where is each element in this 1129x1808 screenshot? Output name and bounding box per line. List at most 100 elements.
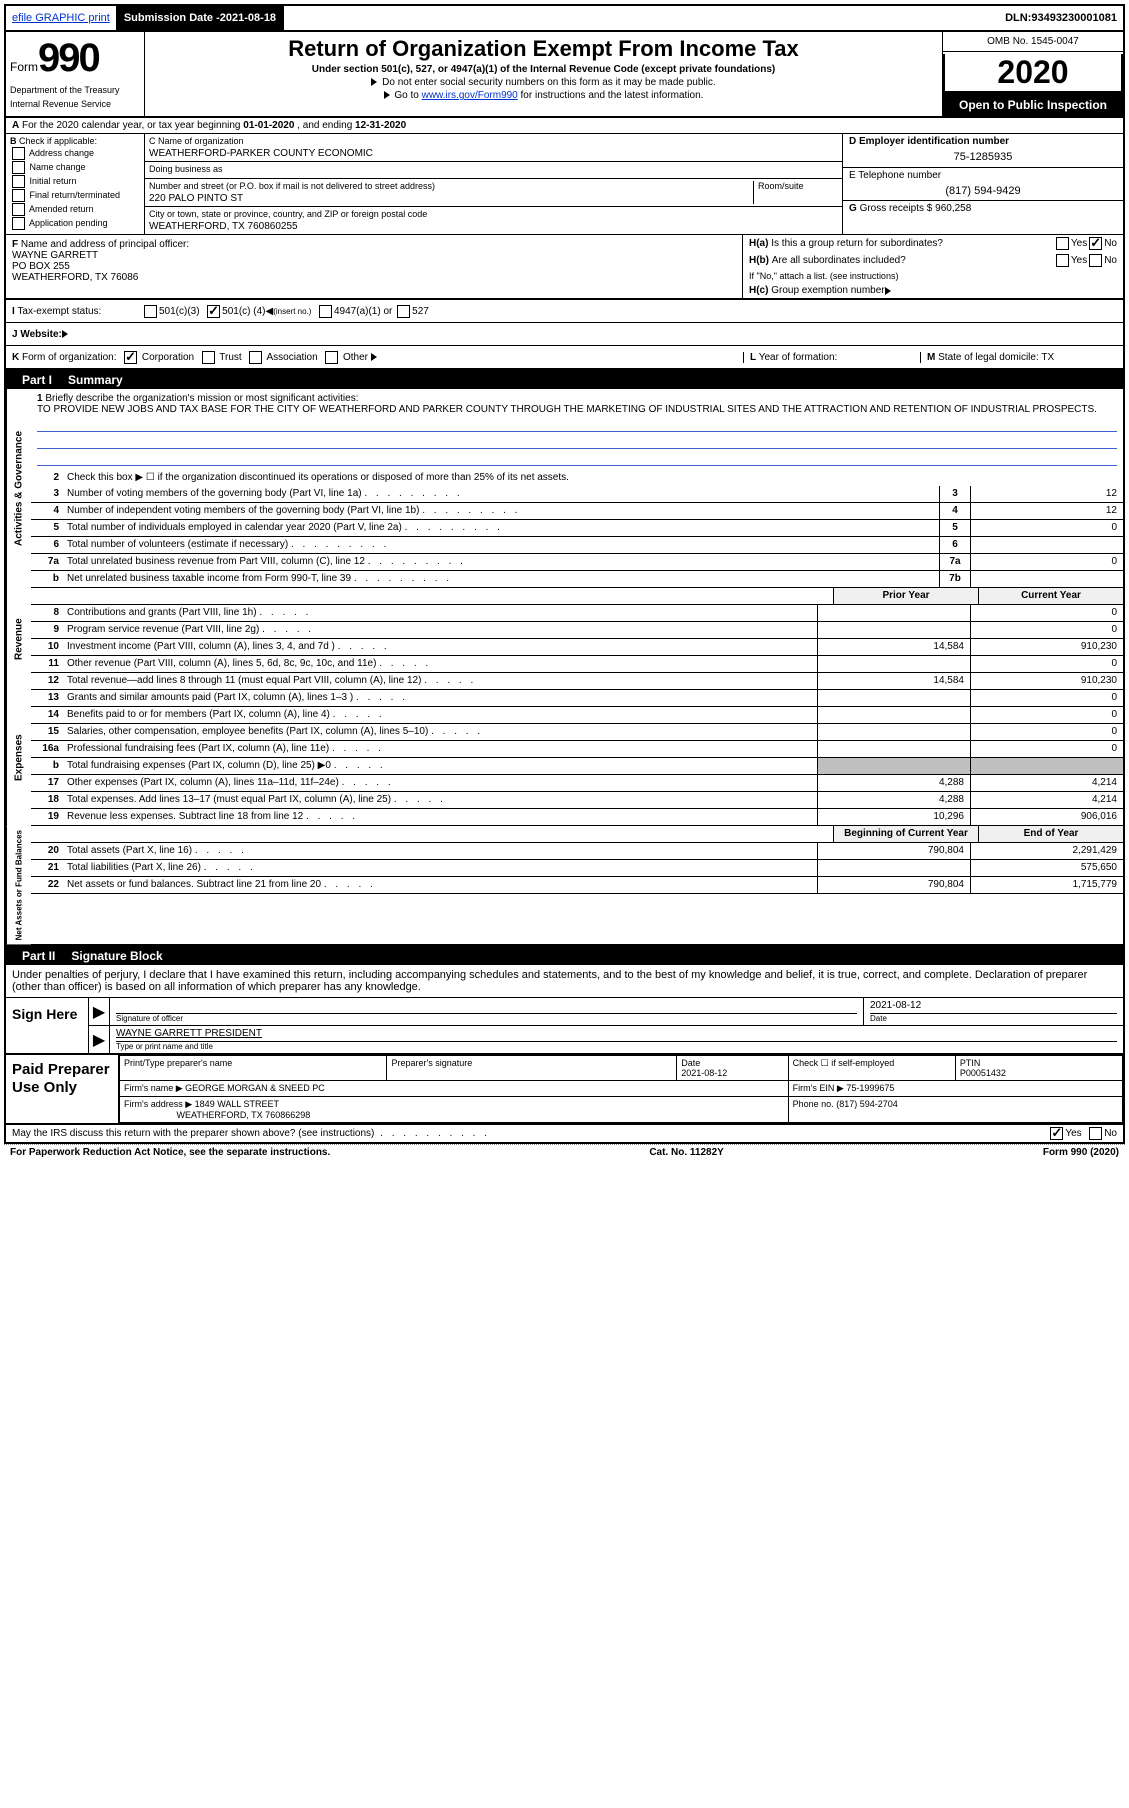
efile-link[interactable]: efile GRAPHIC print (6, 6, 118, 30)
hb-no[interactable] (1089, 254, 1102, 267)
arrow-icon (371, 78, 377, 86)
check-application-pending[interactable]: Application pending (10, 217, 140, 230)
firm-addr1: 1849 WALL STREET (195, 1099, 279, 1109)
prior-year-header: Prior Year (833, 588, 978, 604)
sign-here-section: Sign Here ▶ Signature of officer 2021-08… (6, 998, 1123, 1055)
check-final-return[interactable]: Final return/terminated (10, 189, 140, 202)
check-address-change[interactable]: Address change (10, 147, 140, 160)
sign-here-label: Sign Here (6, 998, 88, 1053)
h-a-row: H(a) Is this a group return for subordin… (743, 235, 1123, 252)
summary-line-6: 6Total number of volunteers (estimate if… (31, 537, 1123, 554)
year-header-row: Prior Year Current Year (31, 588, 1123, 605)
box-g: G Gross receipts $ 960,258 (843, 201, 1123, 234)
summary-line-5: 5Total number of individuals employed in… (31, 520, 1123, 537)
vert-activities: Activities & Governance (6, 389, 31, 588)
check-amended-return[interactable]: Amended return (10, 203, 140, 216)
row-klm: K Form of organization: Corporation Trus… (6, 346, 1123, 371)
arrow-icon (62, 330, 68, 338)
omb-number: OMB No. 1545-0047 (943, 32, 1123, 52)
part-2-header: Part II Signature Block (6, 947, 1123, 965)
arrow-icon (371, 353, 377, 361)
summary-line-11: 11Other revenue (Part VIII, column (A), … (31, 656, 1123, 673)
section-fh: F Name and address of principal officer:… (6, 235, 1123, 299)
year-end: 12-31-2020 (355, 120, 406, 131)
summary-line-10: 10Investment income (Part VIII, column (… (31, 639, 1123, 656)
firm-addr2: WEATHERFORD, TX 760866298 (177, 1110, 311, 1120)
form-center: Return of Organization Exempt From Incom… (145, 32, 942, 116)
check-corporation[interactable] (124, 351, 137, 364)
check-527[interactable] (397, 305, 410, 318)
summary-line-7a: 7aTotal unrelated business revenue from … (31, 554, 1123, 571)
telephone: (817) 594-9429 (849, 185, 1117, 197)
line-2: 2 Check this box ▶ ☐ if the organization… (31, 470, 1123, 486)
discuss-no[interactable] (1089, 1127, 1102, 1140)
box-f: F Name and address of principal officer:… (6, 235, 742, 298)
summary-line-21: 21Total liabilities (Part X, line 26) . … (31, 860, 1123, 877)
dln-label: DLN: (1005, 12, 1031, 24)
row-j: J Website: (6, 323, 1123, 346)
goto-line: Go to www.irs.gov/Form990 for instructio… (149, 90, 938, 101)
preparer-date: 2021-08-12 (681, 1068, 727, 1078)
box-d: D Employer identification number 75-1285… (843, 134, 1123, 168)
summary-line-17: 17Other expenses (Part IX, column (A), l… (31, 775, 1123, 792)
dln-value: 93493230001081 (1031, 12, 1117, 24)
check-trust[interactable] (202, 351, 215, 364)
irs-link[interactable]: www.irs.gov/Form990 (422, 90, 518, 101)
check-initial-return[interactable]: Initial return (10, 175, 140, 188)
h-b-row: H(b) Are all subordinates included? Yes … (743, 252, 1123, 269)
check-other[interactable] (325, 351, 338, 364)
part-1-title: Summary (68, 373, 123, 387)
dept-irs: Internal Revenue Service (10, 99, 140, 109)
summary-line-3: 3Number of voting members of the governi… (31, 486, 1123, 503)
efile-text[interactable]: efile GRAPHIC print (12, 12, 110, 24)
summary-line-12: 12Total revenue—add lines 8 through 11 (… (31, 673, 1123, 690)
summary-line-20: 20Total assets (Part X, line 16) . . . .… (31, 843, 1123, 860)
paid-preparer-table: Print/Type preparer's name Preparer's si… (119, 1055, 1123, 1123)
summary-line-15: 15Salaries, other compensation, employee… (31, 724, 1123, 741)
street-address: 220 PALO PINTO ST (149, 193, 749, 204)
summary-line-b: bTotal fundraising expenses (Part IX, co… (31, 758, 1123, 775)
mission-text: TO PROVIDE NEW JOBS AND TAX BASE FOR THE… (37, 404, 1097, 415)
current-year-header: Current Year (978, 588, 1123, 604)
form-header: Form 990 Department of the Treasury Inte… (6, 32, 1123, 118)
arrow-icon (384, 91, 390, 99)
form-ref: Form 990 (2020) (1043, 1147, 1119, 1158)
penalty-text: Under penalties of perjury, I declare th… (6, 965, 1123, 998)
row-a: A For the 2020 calendar year, or tax yea… (6, 118, 1123, 134)
check-501c[interactable] (207, 305, 220, 318)
check-501c3[interactable] (144, 305, 157, 318)
row-a-label: A (12, 120, 19, 131)
form-title: Return of Organization Exempt From Incom… (149, 36, 938, 62)
summary-line-18: 18Total expenses. Add lines 13–17 (must … (31, 792, 1123, 809)
summary-line-4: 4Number of independent voting members of… (31, 503, 1123, 520)
expenses-section: Expenses 13Grants and similar amounts pa… (6, 690, 1123, 826)
net-header-row: Beginning of Current Year End of Year (31, 826, 1123, 843)
hb-yes[interactable] (1056, 254, 1069, 267)
year-begin: 01-01-2020 (243, 120, 294, 131)
check-association[interactable] (249, 351, 262, 364)
submission-date: 2021-08-18 (220, 12, 276, 24)
summary-line-8: 8Contributions and grants (Part VIII, li… (31, 605, 1123, 622)
paid-preparer-section: Paid Preparer Use Only Print/Type prepar… (6, 1055, 1123, 1125)
box-h: H(a) Is this a group return for subordin… (742, 235, 1123, 298)
ha-no[interactable] (1089, 237, 1102, 250)
footer-row: For Paperwork Reduction Act Notice, see … (4, 1144, 1125, 1160)
vert-revenue: Revenue (6, 588, 31, 690)
check-4947[interactable] (319, 305, 332, 318)
self-employed-check[interactable]: Check ☐ if self-employed (788, 1056, 955, 1081)
ha-yes[interactable] (1056, 237, 1069, 250)
summary-line-13: 13Grants and similar amounts paid (Part … (31, 690, 1123, 707)
form-word: Form (10, 60, 38, 74)
part-2-title: Signature Block (71, 949, 162, 963)
open-public: Open to Public Inspection (943, 94, 1123, 116)
firm-ein: 75-1999675 (846, 1083, 894, 1093)
summary-line-19: 19Revenue less expenses. Subtract line 1… (31, 809, 1123, 826)
pra-notice: For Paperwork Reduction Act Notice, see … (10, 1147, 330, 1158)
discuss-yes[interactable] (1050, 1127, 1063, 1140)
paid-preparer-label: Paid Preparer Use Only (6, 1055, 118, 1123)
revenue-section: Revenue Prior Year Current Year 8Contrib… (6, 588, 1123, 690)
tax-year: 2020 (945, 54, 1121, 91)
dln-cell: DLN: 93493230001081 (999, 6, 1123, 30)
net-assets-section: Net Assets or Fund Balances Beginning of… (6, 826, 1123, 947)
check-name-change[interactable]: Name change (10, 161, 140, 174)
